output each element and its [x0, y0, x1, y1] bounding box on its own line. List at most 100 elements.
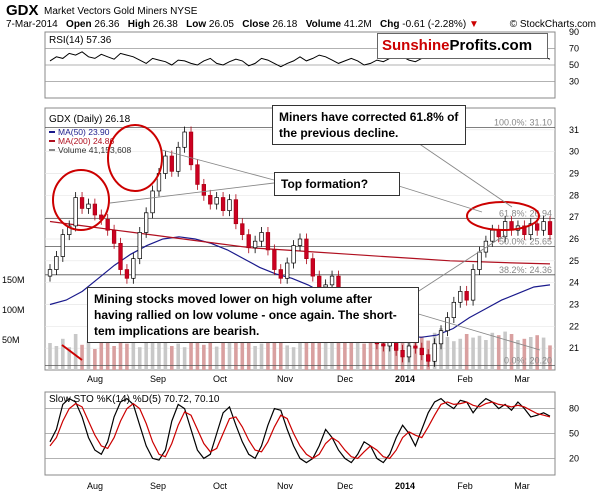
- volume-bar: [266, 335, 270, 370]
- logo-part2: Profits.com: [449, 37, 533, 54]
- volume-bar: [93, 349, 97, 370]
- x-tick-label-bottom: Nov: [277, 481, 294, 491]
- ticker-symbol: GDX: [6, 2, 39, 19]
- candle-body: [445, 317, 450, 332]
- candle-body: [458, 291, 463, 303]
- volume-bar: [413, 341, 418, 370]
- rsi-tick-label: 50: [569, 60, 579, 70]
- volume-bar: [272, 332, 277, 370]
- x-tick-label-bottom: Aug: [87, 481, 103, 491]
- volume-bar: [323, 340, 328, 370]
- candle-body: [285, 262, 290, 279]
- volume-bar: [131, 340, 136, 370]
- volume-bar: [355, 341, 360, 370]
- volume-bar: [375, 331, 379, 370]
- rsi-tick-label: 70: [569, 44, 579, 54]
- fib-label: 100.0%: 31.10: [494, 118, 552, 128]
- candle-body: [233, 199, 239, 225]
- candle-body: [432, 343, 437, 362]
- legend-label: MA(200) 24.86: [58, 136, 114, 146]
- candle-body: [79, 197, 85, 209]
- candle-body: [131, 258, 136, 279]
- candle-body: [60, 234, 65, 257]
- sto-label: Slow STO %K(14) %D(5) 70.72, 70.10: [49, 394, 220, 405]
- candle-body: [317, 275, 322, 288]
- x-tick-label: Nov: [277, 374, 294, 384]
- connector-line: [404, 309, 541, 351]
- down-arrow-icon: ▼: [468, 19, 479, 30]
- sto-tick-label: 50: [569, 429, 579, 439]
- candle-body: [541, 221, 546, 231]
- rsi-tick-label: 30: [569, 77, 579, 87]
- candle-body: [111, 229, 117, 244]
- volume-bar: [163, 341, 168, 370]
- annotation-top-formation: Top formation?: [274, 172, 400, 196]
- candle-body: [86, 203, 91, 209]
- connector-line: [404, 234, 506, 301]
- volume-bar: [246, 338, 251, 370]
- candle-body: [182, 131, 187, 148]
- volume-value: 41.2M: [343, 19, 372, 30]
- volume-bar: [67, 347, 72, 370]
- candle-body: [464, 291, 469, 301]
- candle-body: [246, 234, 251, 249]
- candle-body: [265, 232, 271, 251]
- volume-bar: [509, 334, 514, 370]
- volume-bar: [298, 342, 302, 370]
- volume-bar: [471, 337, 475, 370]
- candle-body: [220, 197, 226, 211]
- volume-bar: [548, 345, 552, 370]
- price-tick-label: 25: [569, 256, 579, 266]
- open-label: Open: [66, 19, 92, 30]
- x-tick-label: 2014: [395, 374, 415, 384]
- volume-bar: [259, 343, 264, 370]
- sto-tick-label: 20: [569, 453, 579, 463]
- volume-bar: [80, 344, 84, 370]
- stockcharts-credit: © StockCharts.com: [509, 19, 596, 30]
- volume-bar: [105, 332, 110, 370]
- volume-bar: [112, 346, 116, 370]
- red-tick-mark: [61, 344, 83, 361]
- price-title: GDX (Daily) 26.18: [49, 114, 131, 125]
- highlight-circle: [466, 201, 540, 231]
- volume-bar: [157, 330, 161, 370]
- candle-body: [522, 225, 527, 235]
- volume-bar: [73, 334, 78, 370]
- candle-body: [426, 354, 431, 362]
- price-tick-label: 21: [569, 343, 579, 353]
- volume-bar: [176, 343, 181, 370]
- x-tick-label: Mar: [514, 374, 530, 384]
- candle-body: [381, 343, 386, 347]
- volume-bar: [253, 346, 257, 370]
- volume-bar: [541, 337, 546, 370]
- x-tick-label-bottom: Mar: [514, 481, 530, 491]
- volume-bar: [349, 334, 354, 370]
- sunshine-profits-logo[interactable]: SunshineProfits.com: [377, 33, 548, 59]
- volume-tick-label: 150M: [2, 275, 25, 285]
- candle-body: [195, 164, 200, 185]
- price-tick-label: 27: [569, 212, 579, 222]
- rsi-tick-label: 90: [569, 27, 579, 37]
- volume-bar: [311, 341, 315, 370]
- volume-bar: [125, 343, 129, 370]
- volume-bar: [496, 335, 501, 370]
- volume-tick-label: 50M: [2, 335, 20, 345]
- fib-label: 50.0%: 25.65: [499, 237, 552, 247]
- volume-bar: [387, 346, 392, 370]
- candle-body: [240, 223, 245, 235]
- volume-bar: [484, 340, 488, 370]
- x-tick-label-bottom: Sep: [150, 481, 166, 491]
- candle-body: [438, 330, 444, 345]
- volume-bar: [362, 343, 366, 370]
- volume-label: Volume: [305, 19, 342, 30]
- candle-body: [150, 190, 155, 214]
- connector-line: [385, 181, 483, 213]
- x-tick-label-bottom: Oct: [213, 481, 228, 491]
- quote-line: 7-Mar-2014 Open 26.36 High 26.38 Low 26.…: [6, 19, 479, 30]
- volume-bar: [182, 347, 187, 370]
- chg-value: -0.61 (-2.28%): [402, 19, 467, 30]
- volume-bar: [169, 346, 174, 370]
- candle-body: [118, 243, 123, 270]
- volume-bar: [528, 337, 533, 370]
- annotation-volume-note: Mining stocks moved lower on high volume…: [87, 287, 419, 343]
